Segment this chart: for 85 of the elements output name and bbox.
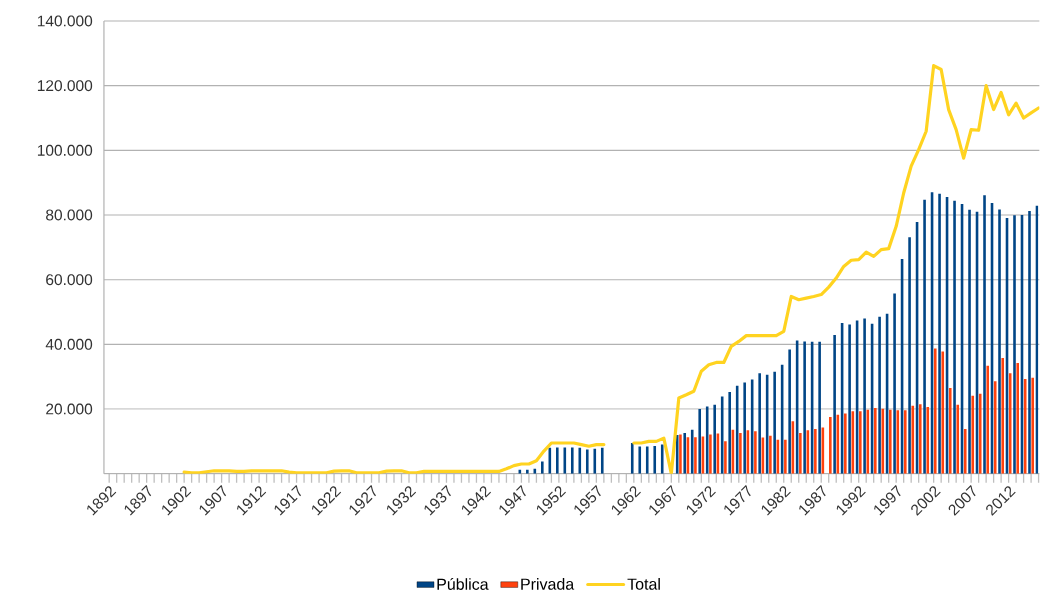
- bar: [803, 341, 806, 474]
- bar: [983, 195, 986, 474]
- bar: [948, 387, 952, 474]
- bar: [784, 439, 787, 474]
- bar: [874, 407, 877, 474]
- bar: [938, 193, 941, 474]
- bar: [998, 209, 1001, 474]
- y-tick-label: 60.000: [46, 274, 93, 286]
- y-tick-label: 20.000: [46, 403, 93, 415]
- bar: [941, 351, 945, 474]
- bar: [1013, 215, 1016, 474]
- bar: [675, 434, 679, 474]
- y-tick-label: 120.000: [37, 80, 93, 92]
- bar: [728, 391, 731, 474]
- bar: [923, 199, 926, 474]
- bar: [556, 447, 559, 474]
- bar: [971, 395, 975, 474]
- bar: [968, 209, 971, 474]
- bar: [754, 431, 757, 474]
- bar: [743, 382, 746, 474]
- bar: [918, 404, 922, 474]
- bar: [818, 341, 821, 474]
- bar: [788, 349, 791, 474]
- bar: [758, 373, 761, 474]
- bar: [660, 444, 664, 474]
- legend-label: Total: [627, 577, 660, 590]
- bar: [600, 447, 604, 474]
- bar: [679, 434, 682, 474]
- bar: [690, 429, 694, 474]
- y-tick-label: 80.000: [46, 209, 93, 221]
- bar: [739, 432, 742, 474]
- y-tick-label: 100.000: [37, 144, 93, 156]
- bar: [638, 446, 642, 474]
- bar: [705, 406, 709, 474]
- bar: [829, 417, 832, 474]
- legend-label: Privada: [521, 577, 575, 590]
- bar: [908, 237, 911, 474]
- bar: [963, 428, 967, 474]
- bar: [903, 410, 907, 474]
- bar: [724, 441, 727, 474]
- bar: [933, 348, 937, 474]
- bar: [978, 393, 982, 474]
- bar: [541, 461, 544, 474]
- y-tick-label: 140.000: [37, 15, 93, 27]
- bar: [833, 334, 836, 474]
- bar: [863, 318, 866, 474]
- bar: [773, 371, 776, 474]
- bar: [888, 409, 892, 474]
- bar: [683, 432, 687, 474]
- bar: [593, 448, 597, 474]
- bar: [893, 293, 896, 474]
- bar: [993, 381, 997, 474]
- bar: [911, 405, 915, 474]
- bar: [1028, 211, 1031, 474]
- bar: [653, 445, 657, 474]
- bar: [986, 365, 990, 474]
- bar: [953, 200, 956, 474]
- bar: [799, 432, 802, 474]
- bar: [563, 447, 567, 474]
- bar: [844, 413, 847, 474]
- bar: [698, 408, 702, 474]
- bar: [896, 410, 900, 474]
- bar: [630, 442, 634, 474]
- bar: [878, 316, 881, 474]
- bar: [1008, 373, 1012, 474]
- bar: [694, 437, 697, 474]
- bar: [769, 435, 772, 474]
- bar: [1031, 377, 1034, 474]
- bar: [926, 406, 930, 474]
- bar: [1016, 362, 1019, 474]
- y-tick-label: 40.000: [45, 338, 93, 350]
- legend-label: Pública: [437, 577, 489, 590]
- bar: [814, 428, 817, 474]
- bar: [956, 404, 960, 474]
- bar: [709, 434, 712, 474]
- bar: [645, 446, 649, 474]
- bar: [881, 408, 885, 474]
- bar: [848, 324, 851, 474]
- bar: [859, 411, 862, 474]
- bar: [570, 447, 574, 474]
- bar: [578, 447, 582, 474]
- bar: [1001, 357, 1005, 474]
- bar: [713, 404, 716, 474]
- bar: [585, 449, 589, 474]
- bar: [526, 469, 529, 474]
